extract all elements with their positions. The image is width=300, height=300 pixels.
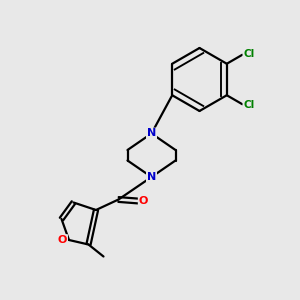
Text: N: N <box>147 128 156 139</box>
Text: O: O <box>139 196 148 206</box>
Text: Cl: Cl <box>243 49 255 59</box>
Text: O: O <box>58 235 67 245</box>
Text: N: N <box>147 172 156 182</box>
Text: Cl: Cl <box>243 100 255 110</box>
